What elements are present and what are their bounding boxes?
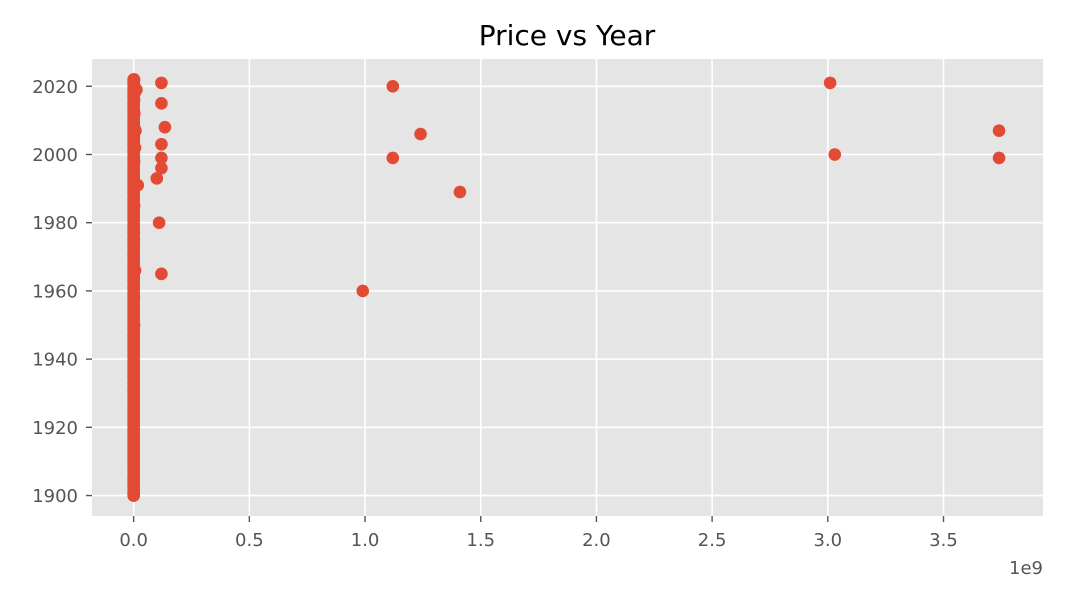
data-point (127, 472, 140, 485)
y-tick-label: 1980 (32, 213, 78, 234)
data-point (155, 97, 168, 110)
data-point (992, 151, 1006, 165)
data-point (386, 79, 400, 93)
data-point (128, 107, 141, 120)
data-point (127, 199, 141, 212)
data-point (823, 76, 837, 90)
data-point (155, 151, 168, 165)
x-tick-label: 3.0 (813, 530, 842, 551)
data-point (453, 185, 467, 199)
y-tick-label: 1940 (32, 350, 78, 371)
data-point (150, 172, 164, 185)
data-point (992, 124, 1006, 137)
x-tick-label: 1.5 (466, 530, 495, 551)
y-axis-ticks: 1900 1920 1940 1960 1980 2000 2020 (32, 77, 92, 507)
data-point (128, 141, 142, 154)
x-tick-label: 2.0 (582, 530, 611, 551)
y-tick-label: 1960 (32, 281, 78, 302)
grid-lines (92, 59, 1043, 516)
data-point (127, 93, 141, 107)
data-point (155, 161, 168, 175)
data-point (828, 148, 842, 161)
data-point (130, 83, 143, 96)
x-tick-label: 2.5 (698, 530, 727, 551)
data-point (127, 291, 141, 305)
x-tick-label: 3.5 (929, 530, 958, 551)
y-tick-label: 1920 (32, 418, 78, 439)
data-point (414, 127, 427, 141)
data-point (127, 155, 141, 168)
chart-title: Price vs Year (479, 19, 656, 52)
x-axis-ticks: 0.0 0.5 1.0 1.5 2.0 2.5 3.0 3.5 (119, 516, 958, 551)
data-point (155, 137, 168, 151)
data-point (155, 76, 168, 90)
y-tick-label: 2020 (32, 77, 78, 98)
data-point (131, 178, 145, 192)
data-point (127, 455, 140, 468)
data-point (386, 151, 400, 165)
x-tick-label: 1.0 (351, 530, 380, 551)
data-point (158, 120, 172, 134)
data-point (127, 318, 141, 332)
y-tick-label: 1900 (32, 486, 78, 507)
plot-area (92, 59, 1043, 516)
x-tick-label: 0.5 (235, 530, 264, 551)
data-point (152, 216, 166, 230)
data-point (128, 264, 142, 277)
x-axis-offset-label: 1e9 (1009, 558, 1043, 579)
data-point (356, 284, 370, 298)
data-point (129, 124, 142, 137)
data-point (155, 267, 168, 281)
y-tick-label: 2000 (32, 145, 78, 166)
data-point (127, 233, 141, 247)
data-points (127, 73, 1006, 502)
x-tick-label: 0.0 (119, 530, 148, 551)
